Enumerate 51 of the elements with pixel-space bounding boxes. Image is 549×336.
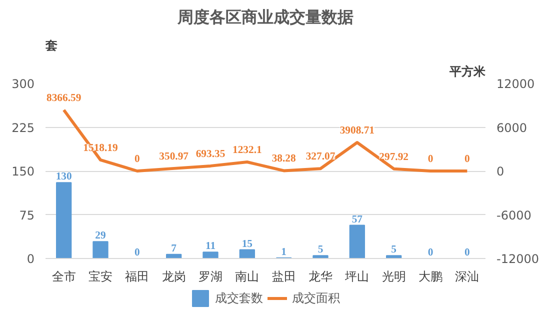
data-label: 57 bbox=[352, 214, 364, 226]
data-label: 15 bbox=[242, 238, 252, 250]
data-label: 3908.71 bbox=[340, 126, 374, 136]
data-label: 1 bbox=[281, 246, 286, 258]
data-label: 11 bbox=[205, 241, 216, 252]
x-tick-label: 大鹏 bbox=[418, 270, 442, 284]
x-tick-label: 福田 bbox=[125, 270, 150, 284]
data-label: 297.92 bbox=[379, 152, 408, 163]
x-tick-label: 深汕 bbox=[455, 270, 480, 284]
y2-tick-label: 0 bbox=[496, 164, 504, 178]
data-label: 1232.1 bbox=[232, 145, 262, 156]
data-label: 0 bbox=[464, 248, 470, 258]
y2-axis-title: 平方米 bbox=[448, 64, 486, 78]
data-label: 693.35 bbox=[196, 148, 226, 160]
y-tick-label: 300 bbox=[12, 77, 34, 91]
data-label: 7 bbox=[171, 243, 178, 254]
y-tick-label: 75 bbox=[19, 208, 35, 222]
legend-label: 成交面积 bbox=[292, 290, 340, 306]
x-tick-label: 龙岗 bbox=[162, 270, 186, 284]
x-tick-label: 全市 bbox=[52, 270, 76, 284]
y2-tick-label: -6000 bbox=[496, 208, 532, 222]
data-label: 130 bbox=[56, 172, 72, 183]
y-tick-label: 225 bbox=[12, 120, 34, 135]
chart-title: 周度各区商业成交量数据 bbox=[176, 8, 354, 26]
data-label: 5 bbox=[318, 244, 324, 256]
data-label: 0 bbox=[464, 154, 470, 165]
data-label: 0 bbox=[428, 248, 434, 258]
x-tick-label: 光明 bbox=[382, 270, 406, 284]
data-label: 8366.59 bbox=[46, 92, 82, 104]
data-label: 0 bbox=[134, 154, 140, 165]
data-label: 38.28 bbox=[272, 154, 296, 165]
legend-label: 成交套数 bbox=[215, 290, 263, 306]
x-tick-label: 龙华 bbox=[308, 270, 332, 284]
x-tick-label: 坪山 bbox=[344, 270, 370, 284]
y2-tick-label: 12000 bbox=[496, 77, 535, 91]
data-label: 1518.19 bbox=[83, 142, 118, 154]
x-tick-label: 宝安 bbox=[88, 270, 112, 284]
data-label: 0 bbox=[428, 154, 434, 165]
y-axis-title: 套 bbox=[44, 38, 58, 52]
y-tick-label: 0 bbox=[26, 252, 35, 266]
data-label: 327.07 bbox=[306, 152, 336, 163]
y-tick-label: 150 bbox=[12, 164, 34, 178]
data-label: 0 bbox=[134, 248, 140, 258]
data-label: 350.97 bbox=[159, 151, 190, 162]
y2-tick-label: -12000 bbox=[496, 252, 540, 266]
x-tick-label: 盐田 bbox=[272, 270, 296, 284]
data-label: 29 bbox=[95, 230, 106, 242]
x-tick-label: 南山 bbox=[235, 270, 260, 284]
x-tick-label: 罗湖 bbox=[198, 270, 222, 284]
y2-tick-label: 6000 bbox=[496, 120, 528, 135]
data-label: 5 bbox=[391, 244, 396, 256]
